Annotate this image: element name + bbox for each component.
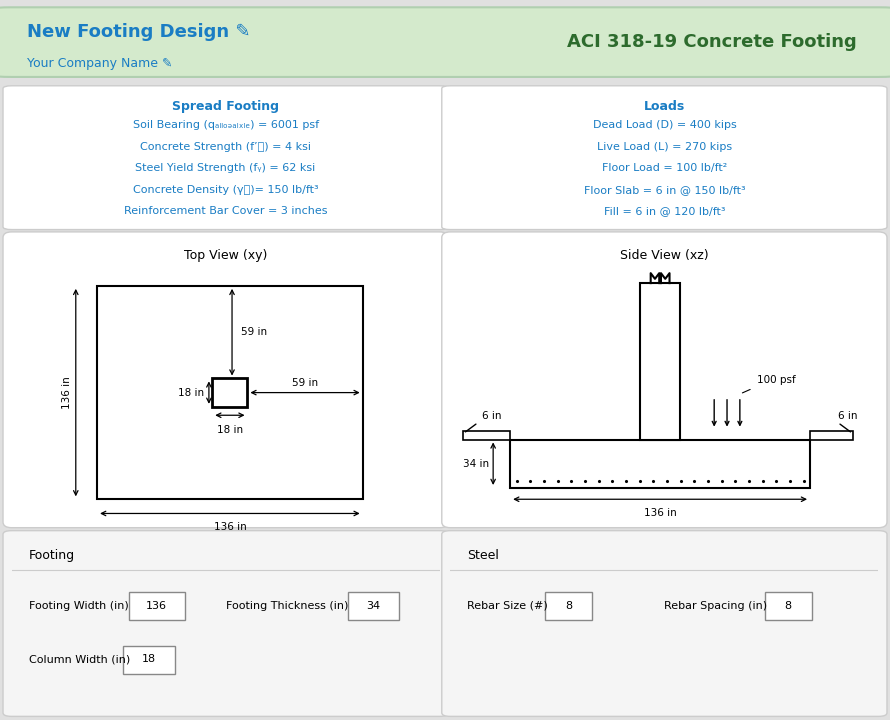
Text: Reinforcement Bar Cover = 3 inches: Reinforcement Bar Cover = 3 inches	[124, 206, 328, 216]
Text: 59 in: 59 in	[240, 327, 267, 337]
Text: New Footing Design ✎: New Footing Design ✎	[28, 23, 251, 41]
Text: Floor Slab = 6 in @ 150 lb/ft³: Floor Slab = 6 in @ 150 lb/ft³	[584, 184, 745, 194]
Bar	[463, 431, 510, 439]
Text: Dead Load (D) = 400 kips: Dead Load (D) = 400 kips	[593, 120, 736, 130]
Text: Steel Yield Strength (fᵧ) = 62 ksi: Steel Yield Strength (fᵧ) = 62 ksi	[135, 163, 316, 174]
Text: 18: 18	[142, 654, 156, 665]
FancyBboxPatch shape	[765, 593, 812, 620]
FancyBboxPatch shape	[129, 593, 184, 620]
Bar	[97, 286, 362, 499]
FancyBboxPatch shape	[124, 646, 174, 673]
Text: 136 in: 136 in	[643, 508, 676, 518]
Bar	[640, 283, 680, 439]
Text: 18 in: 18 in	[217, 426, 243, 435]
Text: 136: 136	[146, 600, 167, 611]
FancyBboxPatch shape	[441, 531, 887, 716]
Text: Steel: Steel	[467, 549, 499, 562]
Text: 18 in: 18 in	[178, 387, 204, 397]
Bar	[213, 379, 247, 407]
Text: Fill = 6 in @ 120 lb/ft³: Fill = 6 in @ 120 lb/ft³	[603, 206, 725, 216]
Text: Loads: Loads	[643, 99, 685, 112]
Text: Side View (xz): Side View (xz)	[620, 249, 708, 262]
FancyBboxPatch shape	[3, 86, 449, 230]
Text: Rebar Spacing (in): Rebar Spacing (in)	[664, 600, 767, 611]
Text: Footing: Footing	[28, 549, 75, 562]
Text: 6 in: 6 in	[837, 411, 857, 421]
Text: 136 in: 136 in	[61, 377, 71, 409]
Text: Rebar Size (#): Rebar Size (#)	[467, 600, 548, 611]
FancyBboxPatch shape	[441, 86, 887, 230]
Text: Column Width (in): Column Width (in)	[28, 654, 130, 665]
Text: 34 in: 34 in	[463, 459, 489, 469]
Text: Footing Thickness (in): Footing Thickness (in)	[226, 600, 348, 611]
Text: Footing Width (in): Footing Width (in)	[28, 600, 128, 611]
Text: 34: 34	[367, 600, 381, 611]
Text: 8: 8	[565, 600, 572, 611]
FancyBboxPatch shape	[3, 531, 449, 716]
Text: 136 in: 136 in	[214, 522, 247, 532]
Text: 8: 8	[785, 600, 792, 611]
Text: Soil Bearing (qₐₗₗₒₔₐₗₓₗₑ) = 6001 psf: Soil Bearing (qₐₗₗₒₔₐₗₓₗₑ) = 6001 psf	[133, 120, 319, 130]
Text: 100 psf: 100 psf	[757, 376, 796, 385]
Text: Concrete Density (γᶄ)= 150 lb/ft³: Concrete Density (γᶄ)= 150 lb/ft³	[133, 184, 319, 194]
Text: 59 in: 59 in	[292, 378, 318, 388]
FancyBboxPatch shape	[546, 593, 593, 620]
Text: Top View (xy): Top View (xy)	[184, 249, 267, 262]
Text: Spread Footing: Spread Footing	[172, 99, 279, 112]
Text: Floor Load = 100 lb/ft²: Floor Load = 100 lb/ft²	[602, 163, 727, 174]
Bar	[510, 439, 810, 488]
FancyBboxPatch shape	[348, 593, 400, 620]
Text: Your Company Name ✎: Your Company Name ✎	[28, 57, 173, 70]
Text: Live Load (L) = 270 kips: Live Load (L) = 270 kips	[597, 142, 732, 152]
FancyBboxPatch shape	[441, 232, 887, 528]
Text: 6 in: 6 in	[482, 411, 502, 421]
FancyBboxPatch shape	[3, 232, 449, 528]
Text: Concrete Strength (f’ᶄ) = 4 ksi: Concrete Strength (f’ᶄ) = 4 ksi	[140, 142, 312, 152]
Bar	[810, 431, 853, 439]
Text: ACI 318-19 Concrete Footing: ACI 318-19 Concrete Footing	[567, 33, 857, 51]
FancyBboxPatch shape	[0, 7, 890, 77]
